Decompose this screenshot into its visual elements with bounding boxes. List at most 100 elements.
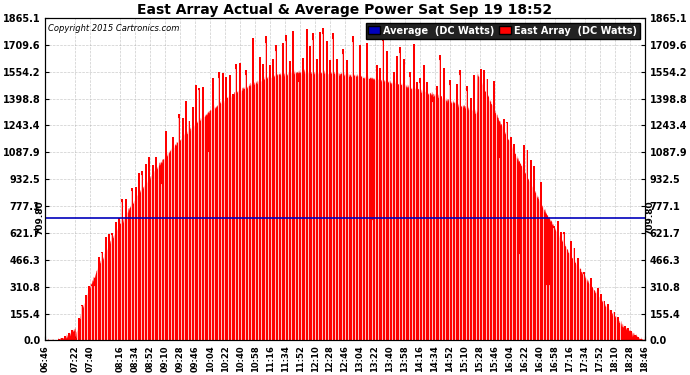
Bar [262, 64, 264, 340]
Bar [279, 272, 281, 340]
Bar [326, 41, 328, 340]
Bar [292, 31, 294, 340]
Bar [389, 225, 391, 340]
Bar [161, 244, 164, 340]
Bar [152, 165, 153, 340]
Bar [590, 278, 592, 340]
Bar [503, 118, 505, 340]
Bar [58, 339, 60, 340]
Bar [175, 153, 177, 340]
Bar [165, 130, 167, 340]
Bar [309, 46, 311, 340]
Bar [393, 72, 395, 340]
Bar [255, 106, 257, 340]
Bar [335, 59, 337, 340]
Bar [620, 327, 622, 340]
Bar [627, 328, 629, 340]
Bar [359, 45, 361, 340]
Bar [188, 121, 190, 340]
Bar [64, 336, 66, 340]
Bar [78, 318, 80, 340]
Bar [268, 64, 270, 340]
Bar [446, 257, 448, 340]
Bar [158, 181, 160, 340]
Bar [557, 221, 559, 340]
Bar [420, 78, 422, 340]
Bar [630, 332, 632, 340]
Bar [463, 138, 465, 340]
Bar [406, 132, 408, 340]
Bar [185, 101, 187, 340]
Bar [577, 258, 579, 340]
Bar [402, 59, 404, 340]
Text: 709.80: 709.80 [36, 200, 45, 235]
Bar [118, 217, 120, 340]
Bar [259, 57, 261, 340]
Title: East Array Actual & Average Power Sat Sep 19 18:52: East Array Actual & Average Power Sat Se… [137, 3, 553, 17]
Bar [593, 313, 595, 340]
Bar [640, 339, 642, 340]
Bar [413, 44, 415, 340]
Bar [449, 80, 451, 340]
Bar [583, 272, 585, 340]
Bar [633, 335, 635, 340]
Bar [141, 171, 144, 340]
Bar [610, 310, 612, 340]
Bar [426, 82, 428, 340]
Bar [493, 81, 495, 340]
Bar [108, 234, 110, 340]
Bar [208, 151, 210, 340]
Bar [526, 150, 529, 340]
Bar [409, 72, 411, 341]
Bar [205, 148, 207, 340]
Bar [286, 35, 288, 340]
Bar [563, 232, 565, 340]
Bar [369, 231, 371, 340]
Bar [68, 333, 70, 340]
Bar [289, 61, 290, 340]
Bar [248, 113, 250, 340]
Bar [520, 261, 522, 340]
Bar [181, 118, 184, 340]
Bar [496, 154, 498, 340]
Bar [566, 263, 569, 340]
Bar [356, 241, 357, 340]
Legend: Average  (DC Watts), East Array  (DC Watts): Average (DC Watts), East Array (DC Watts… [366, 23, 640, 39]
Bar [148, 157, 150, 340]
Bar [546, 284, 549, 340]
Bar [476, 275, 478, 340]
Bar [537, 260, 538, 340]
Bar [436, 86, 438, 340]
Bar [71, 330, 73, 340]
Bar [443, 68, 445, 340]
Bar [466, 86, 469, 340]
Bar [513, 144, 515, 340]
Bar [376, 65, 378, 340]
Bar [362, 87, 364, 340]
Bar [573, 248, 575, 340]
Text: 709.80: 709.80 [645, 200, 654, 235]
Bar [480, 69, 482, 341]
Bar [416, 82, 418, 340]
Bar [306, 28, 308, 340]
Bar [469, 98, 471, 340]
Bar [617, 317, 619, 340]
Bar [295, 77, 297, 340]
Bar [346, 60, 348, 340]
Bar [604, 301, 605, 340]
Bar [613, 312, 615, 340]
Bar [272, 59, 274, 340]
Bar [215, 298, 217, 340]
Bar [105, 237, 107, 340]
Bar [349, 77, 351, 340]
Bar [178, 114, 180, 340]
Bar [282, 43, 284, 340]
Bar [88, 286, 90, 340]
Bar [396, 56, 398, 340]
Bar [299, 122, 301, 340]
Bar [607, 304, 609, 340]
Bar [637, 337, 639, 340]
Bar [373, 218, 375, 340]
Bar [379, 68, 381, 340]
Bar [221, 74, 224, 340]
